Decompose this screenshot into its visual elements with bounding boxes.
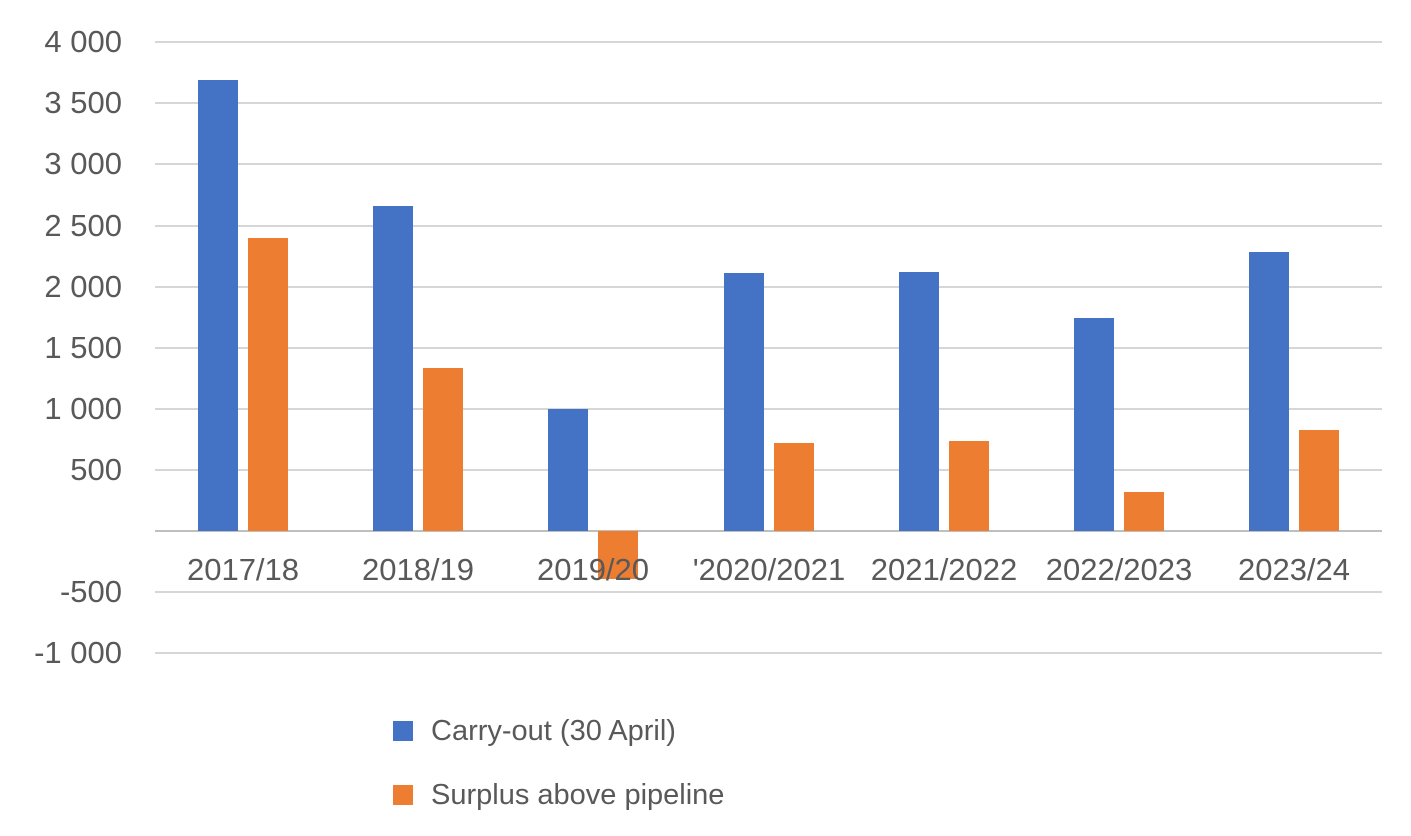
gridline-4000: [155, 41, 1382, 43]
bar-surplus-above-pipeline-2021-2022: [949, 441, 989, 531]
legend-label-surplus: Surplus above pipeline: [431, 778, 725, 811]
legend-label-carry-out: Carry-out (30 April): [431, 714, 676, 747]
bar-carry-out-30-april-2022-2023: [1074, 318, 1114, 531]
legend-swatch-surplus-icon: [393, 785, 413, 805]
x-axis-label-2023-24: 2023/24: [1237, 552, 1351, 587]
bar-carry-out-30-april-2023-24: [1249, 252, 1289, 531]
bar-carry-out-30-april-2021-2022: [899, 272, 939, 531]
bar-surplus-above-pipeline-2020-2021: [774, 443, 814, 531]
legend-item-surplus: Surplus above pipeline: [393, 777, 724, 813]
gridline--500: [155, 591, 1382, 593]
bar-surplus-above-pipeline-2018-19: [423, 368, 463, 531]
y-axis-label-2500: 2 500: [44, 208, 122, 243]
bar-surplus-above-pipeline-2017-18: [248, 238, 288, 531]
y-axis-label--500: -500: [59, 574, 122, 609]
gridline-500: [155, 469, 1382, 471]
bar-carry-out-30-april-2019-20: [548, 409, 588, 531]
bar-surplus-above-pipeline-2023-24: [1299, 430, 1339, 531]
x-axis-label-2019-20: 2019/20: [536, 552, 650, 587]
y-axis-label-2000: 2 000: [44, 269, 122, 304]
bar-carry-out-30-april-2018-19: [373, 206, 413, 531]
bar-surplus-above-pipeline-2019-20: [598, 531, 638, 579]
gridline-1500: [155, 347, 1382, 349]
x-axis-label-2017-18: 2017/18: [186, 552, 300, 587]
legend-item-carry-out: Carry-out (30 April): [393, 713, 676, 749]
gridline-2000: [155, 286, 1382, 288]
gridline-3000: [155, 163, 1382, 165]
x-axis-label-2020-2021: '2020/2021: [692, 552, 846, 587]
y-axis-label-1500: 1 500: [44, 330, 122, 365]
y-axis-label-3500: 3 500: [44, 85, 122, 120]
y-axis-label-500: 500: [70, 452, 122, 487]
y-axis-label-1000: 1 000: [44, 391, 122, 426]
x-axis-label-2022-2023: 2022/2023: [1045, 552, 1193, 587]
x-axis-label-2021-2022: 2021/2022: [870, 552, 1018, 587]
gridline-1000: [155, 408, 1382, 410]
gridline-0: [155, 530, 1382, 532]
y-axis-label--1000: -1 000: [34, 635, 122, 670]
bar-carry-out-30-april-2017-18: [198, 80, 238, 531]
x-axis-label-2018-19: 2018/19: [361, 552, 475, 587]
legend-swatch-carry-out-icon: [393, 721, 413, 741]
y-axis-label-3000: 3 000: [44, 146, 122, 181]
gridline-3500: [155, 102, 1382, 104]
y-axis-label-4000: 4 000: [44, 24, 122, 59]
bar-surplus-above-pipeline-2022-2023: [1124, 492, 1164, 531]
bar-carry-out-30-april-2020-2021: [724, 273, 764, 531]
gridline-2500: [155, 225, 1382, 227]
gridline--1000: [155, 652, 1382, 654]
